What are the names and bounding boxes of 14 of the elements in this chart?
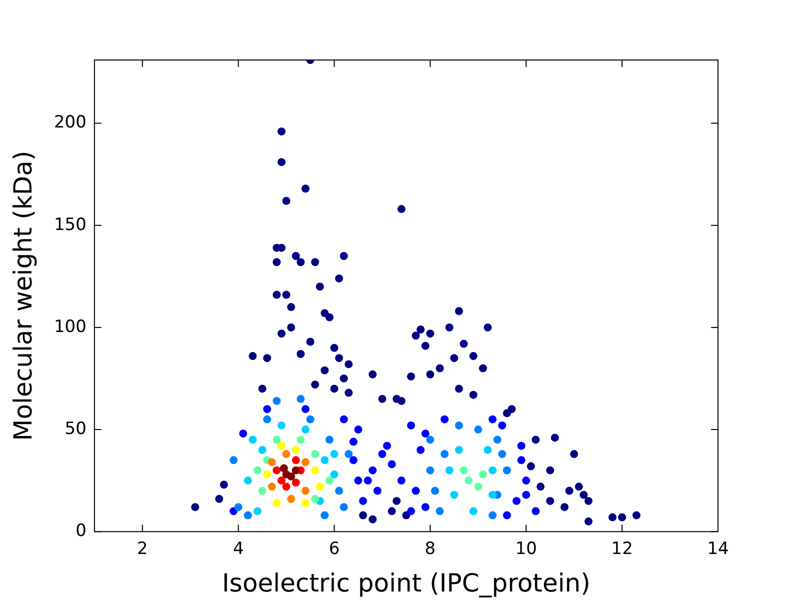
y-tick-label: 200 bbox=[54, 112, 86, 133]
y-tick-label: 0 bbox=[76, 521, 86, 542]
x-axis-title: Isoelectric point (IPC_protein) bbox=[222, 568, 590, 598]
x-tick-label: 6 bbox=[328, 539, 340, 560]
x-tick-label: 2 bbox=[137, 539, 148, 560]
y-tick-label: 150 bbox=[54, 214, 86, 235]
x-tick-label: 12 bbox=[611, 539, 633, 560]
y-tick-label: 50 bbox=[64, 418, 86, 439]
x-tick-label: 8 bbox=[424, 539, 436, 560]
y-tick-label: 100 bbox=[54, 316, 86, 337]
x-tick-label: 4 bbox=[232, 539, 244, 560]
y-axis-title: Molecular weight (kDa) bbox=[8, 150, 38, 441]
x-tick-label: 10 bbox=[515, 539, 537, 560]
x-tick-label: 14 bbox=[707, 539, 729, 560]
